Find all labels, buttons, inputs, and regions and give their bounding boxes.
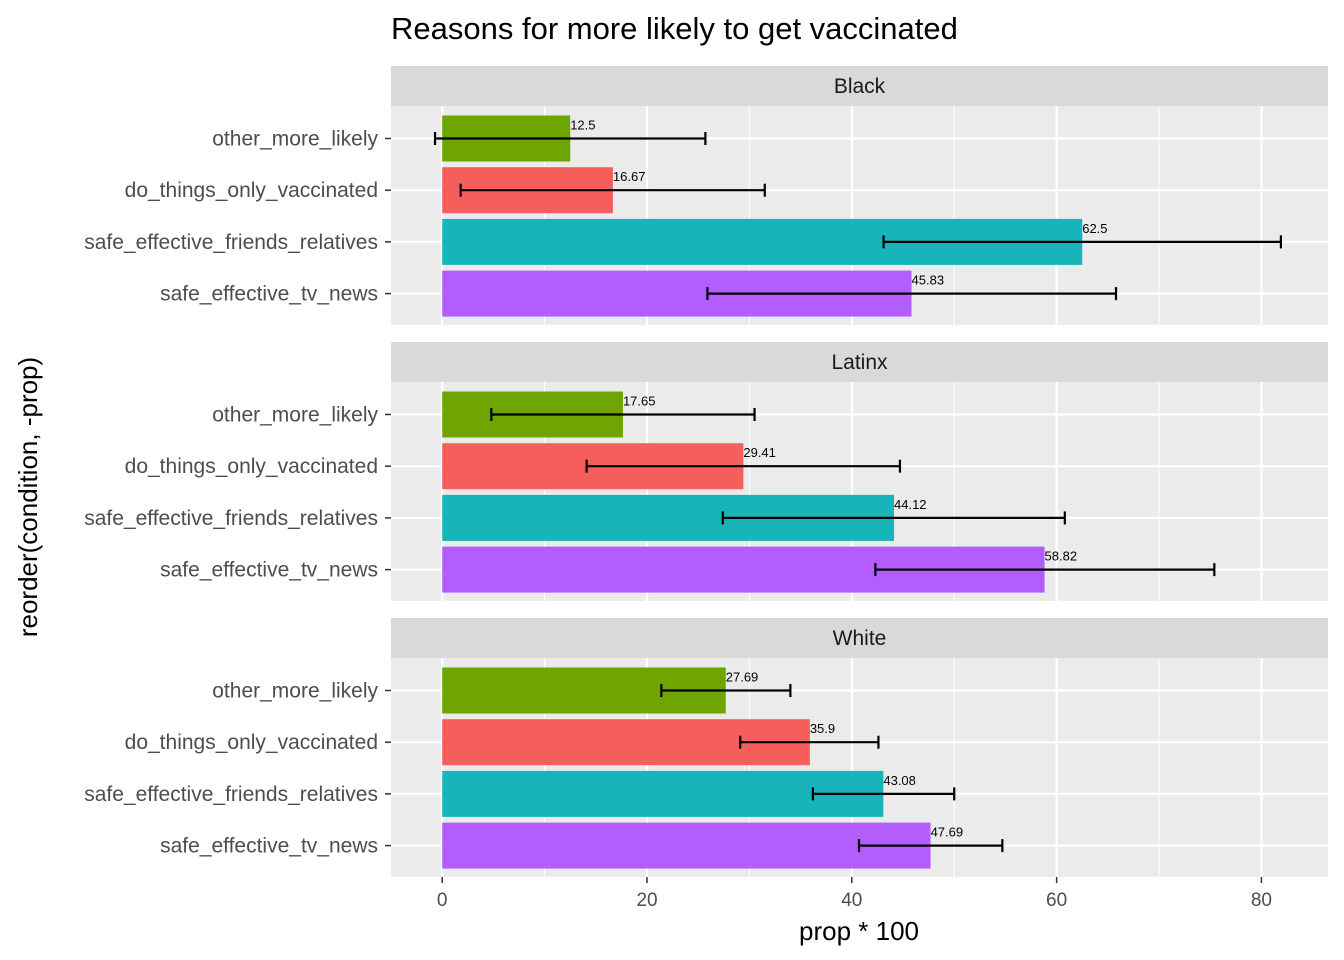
data-label-white-do-things-only-vaccinated: 35.9 xyxy=(810,721,835,736)
error-bar-latinx-other-more-likely xyxy=(490,408,756,421)
error-bar-black-other-more-likely xyxy=(433,132,707,145)
error-bar-white-do-things-only-vaccinated xyxy=(739,735,880,749)
data-label-black-safe-effective-tv-news: 45.83 xyxy=(912,273,945,288)
x-tick-label: 40 xyxy=(841,890,862,911)
x-axis: 0 20 40 60 80 xyxy=(437,877,1272,911)
facet-label-latinx: Latinx xyxy=(831,351,888,374)
x-tick-label: 20 xyxy=(636,890,657,911)
facet-strip-white xyxy=(391,618,1328,658)
data-label-latinx-other-more-likely: 17.65 xyxy=(623,394,656,409)
category-label-other-more-likely: other_more_likely xyxy=(212,404,378,427)
facet-strip-latinx xyxy=(391,342,1328,382)
panel-white: White other_more_likely do_things_only_vac… xyxy=(84,618,1328,877)
category-label-safe-effective-tv-news: safe_effective_tv_news xyxy=(160,559,378,582)
error-bar-latinx-safe-effective-friends-relatives xyxy=(721,511,1066,525)
y-axis-title: reorder(condition, -prop) xyxy=(13,357,43,637)
data-label-white-other-more-likely: 27.69 xyxy=(726,670,759,685)
chart-title: Reasons for more likely to get vaccinate… xyxy=(391,11,958,46)
data-label-white-safe-effective-tv-news: 47.69 xyxy=(931,825,964,840)
error-bar-white-safe-effective-friends-relatives xyxy=(811,787,956,801)
error-bar-white-other-more-likely xyxy=(660,684,792,697)
category-label-safe-effective-friends-relatives: safe_effective_friends_relatives xyxy=(84,783,378,806)
facet-label-white: White xyxy=(833,627,887,650)
data-label-black-other-more-likely: 12.5 xyxy=(570,118,595,133)
error-bar-black-do-things-only-vaccinated xyxy=(459,183,766,197)
data-label-latinx-safe-effective-tv-news: 58.82 xyxy=(1045,549,1078,564)
error-bar-black-safe-effective-friends-relatives xyxy=(882,235,1282,249)
data-label-black-do-things-only-vaccinated: 16.67 xyxy=(613,169,646,184)
bar-white-safe-effective-friends-relatives xyxy=(442,770,884,817)
x-tick-label: 60 xyxy=(1046,890,1067,911)
category-label-do-things-only-vaccinated: do_things_only_vaccinated xyxy=(125,455,378,478)
x-axis-title: prop * 100 xyxy=(799,916,919,946)
category-label-do-things-only-vaccinated: do_things_only_vaccinated xyxy=(125,731,378,754)
facet-strip-black xyxy=(391,66,1328,106)
error-bar-latinx-safe-effective-tv-news xyxy=(874,563,1216,577)
panel-latinx: Latinx other_more_likely do_things_only_va… xyxy=(84,342,1328,601)
x-tick-label: 80 xyxy=(1251,890,1272,911)
category-label-safe-effective-friends-relatives: safe_effective_friends_relatives xyxy=(84,231,378,254)
facet-panels: Black other_more_likely do_things_only_vac… xyxy=(84,66,1328,877)
x-tick-label: 0 xyxy=(437,890,448,911)
category-label-safe-effective-friends-relatives: safe_effective_friends_relatives xyxy=(84,507,378,530)
data-label-white-safe-effective-friends-relatives: 43.08 xyxy=(883,773,916,788)
category-label-safe-effective-tv-news: safe_effective_tv_news xyxy=(160,283,378,306)
data-label-latinx-safe-effective-friends-relatives: 44.12 xyxy=(894,497,927,512)
category-label-other-more-likely: other_more_likely xyxy=(212,680,378,703)
data-label-latinx-do-things-only-vaccinated: 29.41 xyxy=(743,445,776,460)
data-label-black-safe-effective-friends-relatives: 62.5 xyxy=(1082,221,1107,236)
panel-black: Black other_more_likely do_things_only_vac… xyxy=(84,66,1328,325)
error-bar-black-safe-effective-tv-news xyxy=(706,287,1118,301)
facet-label-black: Black xyxy=(834,75,886,98)
category-label-other-more-likely: other_more_likely xyxy=(212,128,378,151)
bar-white-safe-effective-tv-news xyxy=(442,822,931,869)
error-bar-latinx-do-things-only-vaccinated xyxy=(585,459,902,473)
category-label-do-things-only-vaccinated: do_things_only_vaccinated xyxy=(125,179,378,202)
category-label-safe-effective-tv-news: safe_effective_tv_news xyxy=(160,835,378,858)
error-bar-white-safe-effective-tv-news xyxy=(857,839,1004,853)
